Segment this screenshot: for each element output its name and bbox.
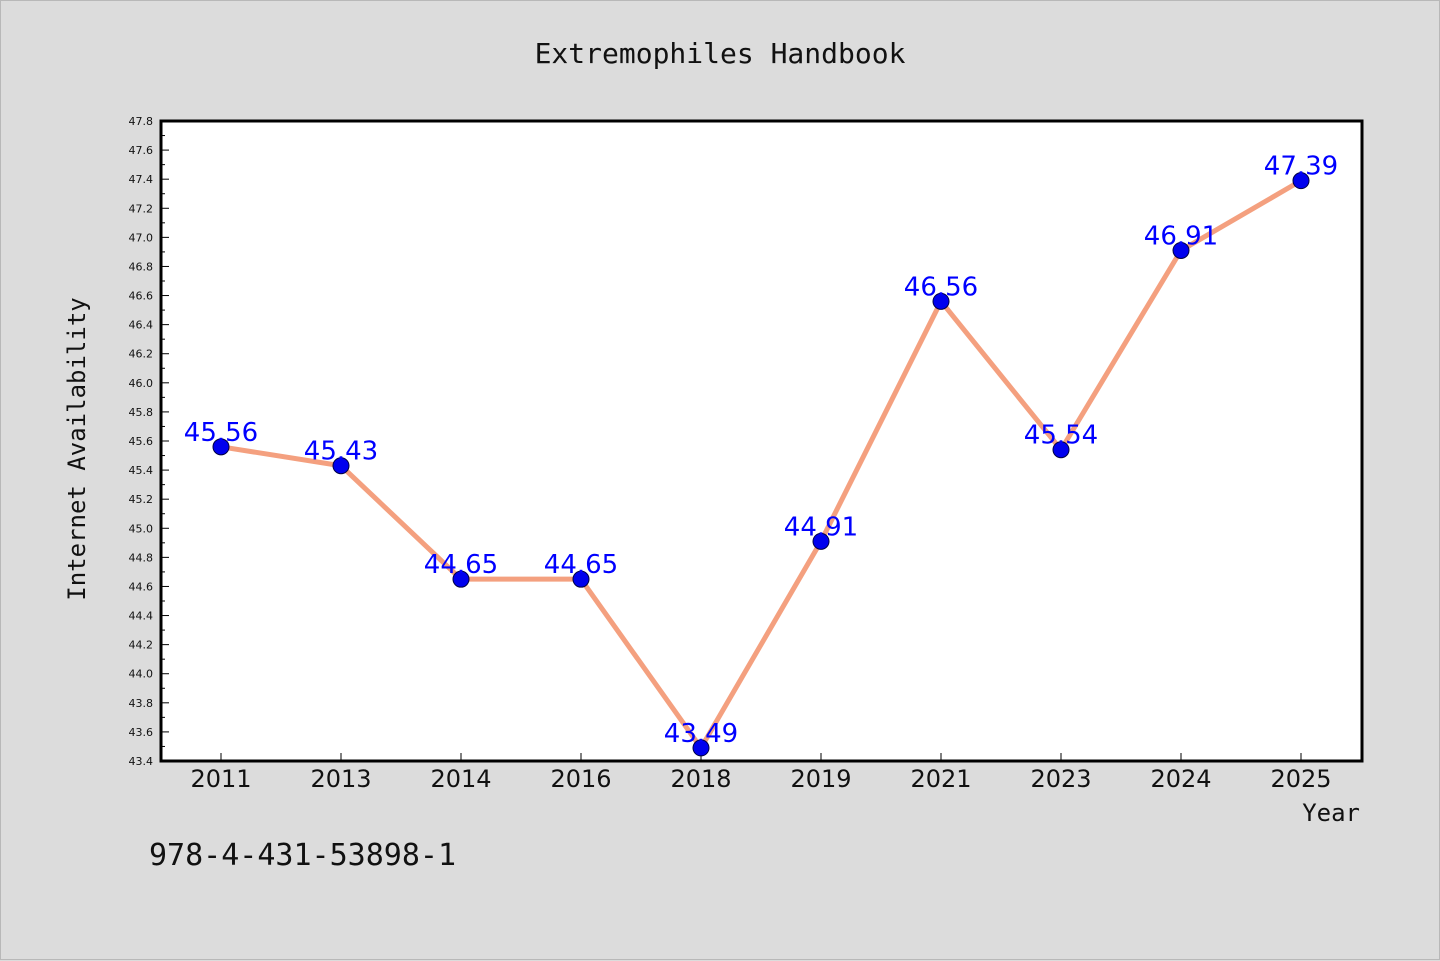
chart-title: Extremophiles Handbook — [535, 37, 906, 70]
data-point[interactable] — [692, 739, 710, 757]
y-tick-label: 45.4 — [129, 464, 154, 477]
x-axis: 2011 2013 2014 2016 2018 2019 2021 2023 2024 2025 — [190, 753, 1332, 793]
y-tick-label: 45.8 — [129, 406, 154, 419]
data-label: 45.56 — [184, 418, 258, 448]
y-tick-label: 43.8 — [129, 697, 154, 710]
y-tick-label: 44.8 — [129, 551, 154, 564]
isbn-text: 978-4-431-53898-1 — [149, 838, 456, 873]
y-tick-label: 45.6 — [129, 435, 154, 448]
data-point[interactable] — [212, 438, 230, 456]
plot-area — [159, 119, 1364, 763]
data-label: 45.43 — [304, 437, 378, 467]
y-tick-label: 47.0 — [129, 231, 154, 244]
x-tick-label: 2021 — [910, 765, 971, 793]
data-label: 44.65 — [544, 550, 618, 580]
data-label: 46.56 — [904, 272, 978, 302]
data-point[interactable] — [332, 457, 350, 475]
y-tick-label: 45.2 — [129, 493, 154, 506]
data-label: 44.91 — [784, 512, 858, 542]
y-tick-label: 44.0 — [129, 668, 154, 681]
data-point[interactable] — [812, 532, 830, 550]
y-tick-label: 46.0 — [129, 377, 154, 390]
y-tick-label: 45.0 — [129, 522, 154, 535]
y-tick-label: 47.4 — [129, 173, 154, 186]
x-tick-label: 2024 — [1150, 765, 1211, 793]
y-tick-label: 47.8 — [129, 115, 154, 128]
x-axis-label: Year — [1302, 799, 1360, 827]
y-tick-label: 43.4 — [129, 755, 154, 768]
data-point[interactable] — [932, 292, 950, 310]
data-point[interactable] — [452, 570, 470, 588]
y-tick-label: 46.8 — [129, 260, 154, 273]
y-tick-label: 47.2 — [129, 202, 154, 215]
y-tick-label: 44.4 — [129, 610, 154, 623]
y-tick-label: 44.2 — [129, 639, 154, 652]
y-axis-label: Internet Availability — [63, 297, 91, 600]
data-label: 43.49 — [664, 719, 738, 749]
data-label-layer: 45.56 45.43 44.65 44.65 43.49 44.91 46.56 45.54… — [184, 152, 1338, 749]
x-tick-label: 2023 — [1030, 765, 1091, 793]
data-point[interactable] — [1052, 441, 1070, 459]
data-point[interactable] — [1172, 241, 1190, 259]
y-tick-label: 46.2 — [129, 348, 154, 361]
y-tick-label: 47.6 — [129, 144, 154, 157]
y-axis: 43.4 43.6 43.8 44.0 44.2 44.4 44.6 44.8 45.0 45.2… — [129, 115, 169, 768]
data-point[interactable] — [572, 570, 590, 588]
y-tick-label: 43.6 — [129, 726, 154, 739]
series-layer — [212, 172, 1310, 757]
data-point[interactable] — [1292, 172, 1310, 190]
data-label: 47.39 — [1264, 152, 1338, 182]
x-tick-label: 2011 — [190, 765, 251, 793]
x-tick-label: 2014 — [430, 765, 491, 793]
data-label: 44.65 — [424, 550, 498, 580]
x-tick-label: 2013 — [310, 765, 371, 793]
y-tick-label: 44.6 — [129, 580, 154, 593]
x-tick-label: 2016 — [550, 765, 611, 793]
x-tick-label: 2019 — [790, 765, 851, 793]
y-tick-label: 46.6 — [129, 290, 154, 303]
x-tick-label: 2025 — [1270, 765, 1331, 793]
series-line — [218, 178, 1304, 751]
x-tick-label: 2018 — [670, 765, 731, 793]
data-label: 46.91 — [1144, 221, 1218, 251]
data-label: 45.54 — [1024, 421, 1098, 451]
y-tick-label: 46.4 — [129, 319, 154, 332]
